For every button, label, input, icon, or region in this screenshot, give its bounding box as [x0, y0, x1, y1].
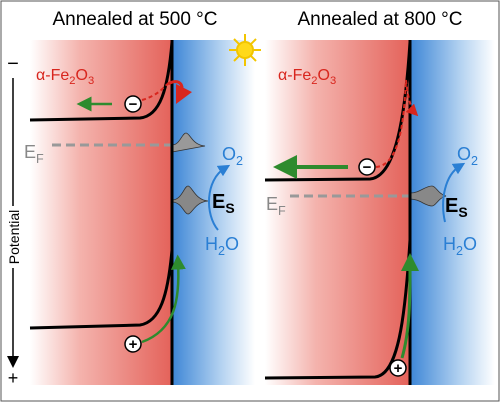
material-label: α-Fe2O3 [36, 67, 94, 87]
fermi-label: EF [24, 142, 44, 166]
text: 2 [218, 244, 225, 258]
axis-top: − [7, 53, 19, 75]
hole [124, 335, 142, 353]
text: F [278, 204, 286, 218]
sun-icon [229, 34, 261, 66]
hole-symbol: + [129, 336, 138, 353]
valence-band [29, 249, 174, 330]
electron-symbol: − [363, 159, 372, 176]
text: 2 [311, 75, 317, 87]
text: E [24, 142, 36, 162]
text: α-Fe [278, 67, 311, 84]
text: E [445, 195, 458, 217]
text: H [205, 234, 218, 254]
electron [124, 95, 142, 113]
text: H [443, 234, 456, 254]
surface-state-peak [171, 132, 206, 153]
fermi-label: EF [266, 194, 286, 218]
semiconductor-region [30, 40, 172, 385]
hole-arrow [141, 254, 186, 344]
text: O [457, 144, 471, 164]
text: O [222, 144, 236, 164]
text: 2 [236, 154, 243, 168]
electron [358, 158, 376, 176]
text: α-Fe [36, 67, 69, 84]
surface-state-label: ES [212, 191, 235, 216]
product-label: O2 [457, 144, 478, 168]
material-label: α-Fe2O3 [278, 67, 336, 87]
text: F [36, 152, 44, 166]
conduction-band [29, 41, 174, 122]
oxidation-arrow [442, 162, 466, 223]
text: O [75, 67, 87, 84]
text: O [225, 234, 239, 254]
hole-arrow [400, 253, 419, 359]
electron-path [375, 79, 419, 168]
text: 3 [330, 75, 336, 87]
text: 2 [471, 154, 478, 168]
axis-label: Potential [6, 210, 22, 264]
text: O [463, 234, 477, 254]
surface-state-peak [171, 185, 209, 215]
surface-state-label: ES [445, 195, 468, 220]
oxidation-arrow [207, 164, 231, 231]
conduction-band [264, 41, 412, 182]
text: E [266, 194, 278, 214]
product-label: O2 [222, 144, 243, 168]
text: S [225, 200, 234, 216]
text: O [317, 67, 329, 84]
recombination-arrow [167, 80, 193, 105]
hole-symbol: + [394, 360, 403, 377]
electron-symbol: − [129, 96, 138, 113]
panel-title: Annealed at 800 °C [298, 9, 463, 30]
electrolyte-region [410, 40, 495, 385]
reactant-label: H2O [443, 234, 477, 258]
semiconductor-region [265, 40, 410, 385]
text: S [458, 204, 467, 220]
text: E [212, 191, 225, 213]
text: 2 [456, 244, 463, 258]
axis-bottom: + [8, 368, 19, 388]
text: 3 [88, 75, 94, 87]
hole [389, 359, 407, 377]
surface-state-peak [409, 185, 447, 207]
text: 2 [69, 75, 75, 87]
reactant-label: H2O [205, 234, 239, 258]
axis-label-bg [6, 206, 22, 268]
panel-title: Annealed at 500 °C [53, 9, 218, 30]
